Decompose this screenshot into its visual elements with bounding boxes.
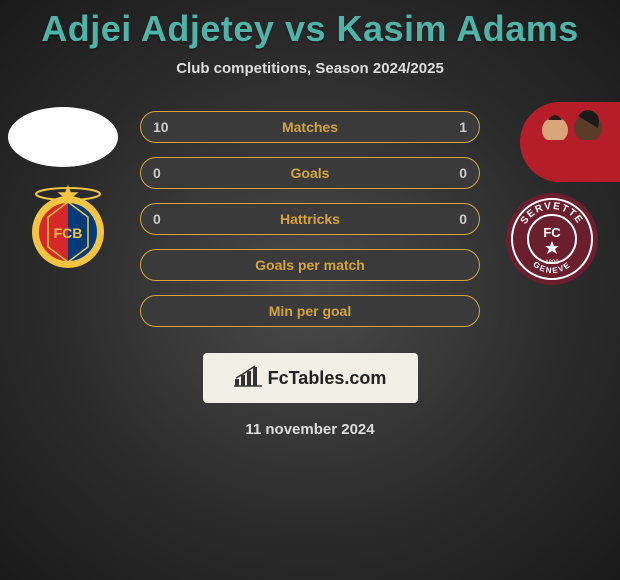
stat-row: 0 Goals 0 bbox=[140, 157, 480, 189]
comparison-area: FCB SERVETTE GENEVE FC bbox=[0, 107, 620, 347]
stat-label: Matches bbox=[282, 119, 338, 135]
subtitle: Club competitions, Season 2024/2025 bbox=[0, 60, 620, 77]
svg-text:FC: FC bbox=[543, 225, 561, 240]
stat-bars: 10 Matches 1 0 Goals 0 0 Hattricks 0 Goa… bbox=[140, 111, 480, 341]
stat-left-value: 10 bbox=[153, 119, 169, 135]
stat-label: Goals bbox=[291, 165, 330, 181]
date-line: 11 november 2024 bbox=[0, 421, 620, 438]
stat-row: Min per goal bbox=[140, 295, 480, 327]
club-right-badge: SERVETTE GENEVE FC 1890 bbox=[502, 189, 602, 289]
stat-label: Hattricks bbox=[280, 211, 340, 227]
stat-right-value: 0 bbox=[459, 165, 467, 181]
stat-left-value: 0 bbox=[153, 165, 161, 181]
stat-row: 0 Hattricks 0 bbox=[140, 203, 480, 235]
player-right-avatar bbox=[520, 102, 620, 182]
stat-label: Min per goal bbox=[269, 303, 351, 319]
brand-text: FcTables.com bbox=[268, 368, 387, 389]
stat-right-value: 1 bbox=[459, 119, 467, 135]
bar-chart-icon bbox=[234, 365, 262, 392]
stat-row: Goals per match bbox=[140, 249, 480, 281]
stat-left-value: 0 bbox=[153, 211, 161, 227]
svg-text:1890: 1890 bbox=[545, 260, 559, 266]
club-left-badge: FCB bbox=[18, 182, 118, 270]
stat-right-value: 0 bbox=[459, 211, 467, 227]
player-left-avatar bbox=[8, 107, 118, 167]
brand-box: FcTables.com bbox=[203, 353, 418, 403]
page-title: Adjei Adjetey vs Kasim Adams bbox=[0, 0, 620, 50]
stat-row: 10 Matches 1 bbox=[140, 111, 480, 143]
stat-label: Goals per match bbox=[255, 257, 365, 273]
svg-text:FCB: FCB bbox=[54, 225, 83, 241]
